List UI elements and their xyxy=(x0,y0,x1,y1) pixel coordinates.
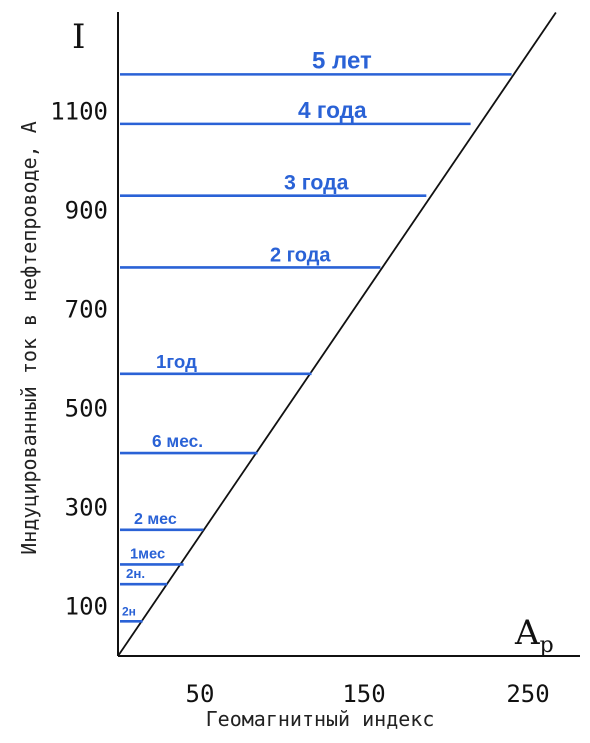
boundary-group xyxy=(117,11,557,657)
series-label: 3 года xyxy=(284,171,349,195)
boundary-line xyxy=(117,11,557,657)
series-label: 1мес xyxy=(130,546,165,562)
y-tick-label: 1100 xyxy=(50,98,108,126)
y-tick-label: 300 xyxy=(65,494,108,522)
y-tick-label: 500 xyxy=(65,395,108,423)
axes xyxy=(117,12,580,657)
tick-labels: 50 150 250 100 300 500 700 900 1100 xyxy=(50,98,549,709)
y-axis-symbol: I xyxy=(72,17,85,57)
y-tick-label: 900 xyxy=(65,197,108,225)
series-label: 1год xyxy=(156,351,197,372)
x-axis-label: Геомагнитный индекс xyxy=(206,707,435,731)
series-label: 6 мес. xyxy=(152,431,203,451)
x-tick-label: 150 xyxy=(342,680,385,708)
x-tick-label: 50 xyxy=(186,680,215,708)
series-group: 2н 2н. 1мес 2 мес 6 мес. 1год 2 года 3 года 4 го… xyxy=(120,47,512,623)
series-label: 5 лет xyxy=(312,47,372,74)
series-label: 2н xyxy=(122,604,136,618)
series-label: 2 мес xyxy=(134,511,177,528)
series-label: 2н. xyxy=(126,566,145,581)
series-label: 2 года xyxy=(270,244,331,266)
x-tick-label: 250 xyxy=(506,680,549,708)
y-axis-label: Индуцированный ток в нефтепроводе, А xyxy=(17,121,41,554)
y-tick-label: 700 xyxy=(65,296,108,324)
x-axis-symbol: Ap xyxy=(514,613,554,658)
y-tick-label: 100 xyxy=(65,593,108,621)
series-label: 4 года xyxy=(298,97,367,123)
